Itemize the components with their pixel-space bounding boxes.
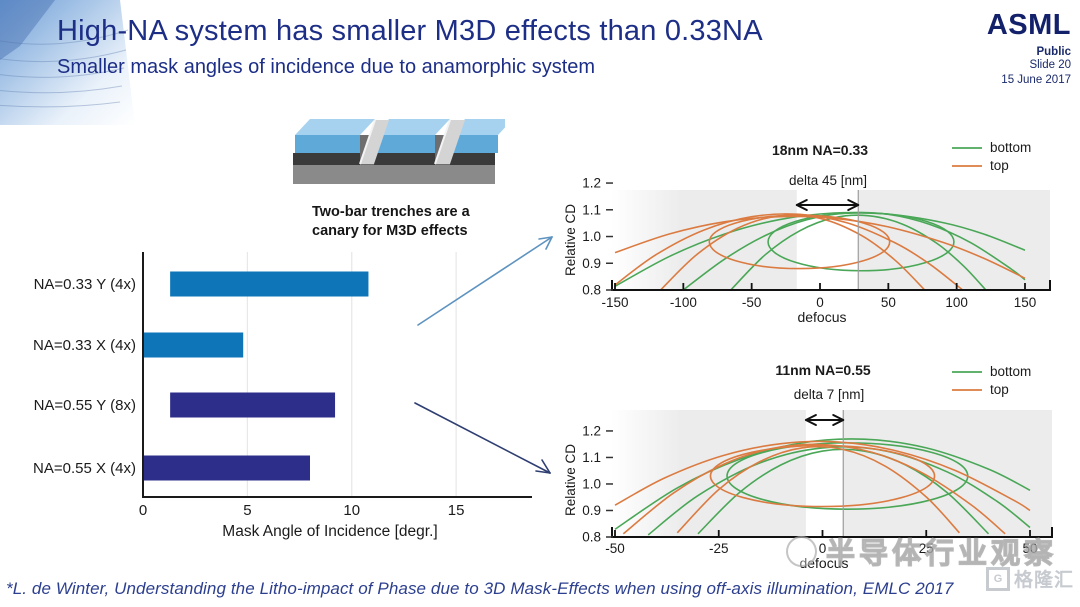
chart-title: 18nm NA=0.33: [772, 142, 868, 158]
x-tick-label: 0: [139, 502, 147, 519]
bossung-curve-top: [614, 213, 963, 290]
y-tick-label: 0.9: [582, 256, 601, 271]
bar: [170, 392, 336, 418]
process-window-top: [708, 214, 891, 270]
header: High-NA system has smaller M3D effects t…: [57, 13, 763, 80]
chart-title: 11nm NA=0.55: [775, 362, 871, 378]
bossung-chart-na055: -50 -25 0 25 50 0.8 0.9 1.0 1.1 1.2 11nm NA=0.55 de…: [563, 362, 1053, 571]
x-axis-title: Mask Angle of Incidence [degr.]: [222, 523, 437, 540]
bossung-curve-bottom: [614, 438, 1031, 530]
page-title: High-NA system has smaller M3D effects t…: [57, 15, 763, 47]
x-tick-label: 10: [343, 502, 360, 519]
x-tick-label: -50: [605, 541, 625, 556]
bar: [143, 332, 244, 358]
delta-label: delta 45 [nm]: [789, 173, 867, 188]
slide-number: Slide 20: [1029, 59, 1071, 71]
x-tick-label: 150: [1014, 295, 1037, 310]
delta-label: delta 7 [nm]: [794, 387, 865, 402]
delta-arrow: [804, 414, 845, 426]
bossung-curve-bottom: [614, 211, 1026, 288]
bossung-curve-bottom: [730, 214, 986, 290]
bossung-curve-top: [614, 440, 1031, 512]
branding-block: ASML Public Slide 20 15 June 2017: [987, 10, 1071, 88]
category-label: NA=0.55 Y (8x): [34, 397, 136, 414]
y-tick-label: 1.1: [582, 202, 601, 217]
y-tick-label: 1.2: [582, 423, 601, 438]
mask-caption-line2: canary for M3D effects: [312, 223, 468, 239]
page-subtitle: Smaller mask angles of incidence due to …: [57, 56, 596, 78]
asml-logo: ASML: [986, 9, 1071, 41]
process-window-top: [709, 444, 936, 508]
bossung-curve-top: [676, 445, 960, 534]
connector-arrows: [414, 236, 553, 474]
y-tick-label: 0.9: [582, 503, 601, 518]
x-tick-label: 5: [243, 502, 251, 519]
x-tick-label: 50: [1022, 541, 1037, 556]
x-axis: [611, 527, 1053, 538]
curves: [614, 438, 1031, 536]
delta-arrow: [795, 199, 860, 211]
bossung-chart-na033: -150 -100 -50 0 50 100 150 0.8 0.9 1.0 1.1 1.2 18nm …: [563, 140, 1051, 325]
bossung-curve-top: [614, 215, 1026, 279]
mask-caption: Two-bar trenches are a canary for M3D ef…: [312, 203, 470, 241]
category-label: NA=0.33 Y (4x): [34, 276, 136, 293]
y-tick-label: 1.2: [582, 176, 601, 191]
category-label: NA=0.33 X (4x): [33, 337, 136, 354]
y-tick-label: 0.8: [582, 530, 601, 545]
x-axis: [611, 280, 1051, 291]
x-tick-label: 100: [945, 295, 968, 310]
arrow-to-top-chart: [417, 236, 553, 326]
curves: [614, 211, 1026, 290]
arrow-to-bottom-chart: [414, 402, 551, 474]
x-tick-label: 0: [819, 541, 827, 556]
legend-label: top: [990, 158, 1009, 173]
y-axis-title: Relative CD: [563, 204, 578, 276]
bar: [170, 271, 369, 297]
y-tick-label: 1.1: [582, 450, 601, 465]
mask-stack-illustration: [293, 119, 505, 184]
x-tick-label: 15: [448, 502, 465, 519]
x-tick-label: 0: [816, 295, 824, 310]
x-tick-label: 50: [881, 295, 896, 310]
focus-band: [805, 410, 844, 537]
bar: [143, 455, 310, 481]
x-tick-label: 25: [919, 541, 934, 556]
footnote-reference: *L. de Winter, Understanding the Litho-i…: [6, 579, 954, 598]
x-tick-label: -50: [742, 295, 762, 310]
decoration-graphic: [0, 0, 135, 125]
x-axis-title: defocus: [797, 309, 846, 325]
legend-label: bottom: [990, 140, 1031, 155]
x-tick-label: -25: [709, 541, 729, 556]
y-tick-label: 1.0: [582, 229, 601, 244]
x-tick-label: -150: [601, 295, 628, 310]
mask-caption-line1: Two-bar trenches are a: [312, 204, 470, 220]
focus-band: [796, 190, 859, 290]
bossung-curve-top: [622, 443, 1006, 535]
legend-label: top: [990, 382, 1009, 397]
y-tick-label: 0.8: [582, 283, 601, 298]
classification-label: Public: [1036, 46, 1071, 58]
process-window-bottom: [767, 212, 955, 272]
mask-angle-bar-chart: NA=0.33 Y (4x) NA=0.33 X (4x) NA=0.55 Y (8…: [33, 252, 532, 540]
category-label: NA=0.55 X (4x): [33, 460, 136, 477]
y-tick-label: 1.0: [582, 476, 601, 491]
legend-label: bottom: [990, 364, 1031, 379]
slide-corner-decoration: [0, 0, 135, 125]
y-axis-title: Relative CD: [563, 444, 578, 516]
slide-date: 15 June 2017: [1001, 74, 1071, 86]
x-tick-label: -100: [670, 295, 697, 310]
x-axis-title: defocus: [799, 555, 848, 571]
axis: [142, 252, 532, 498]
